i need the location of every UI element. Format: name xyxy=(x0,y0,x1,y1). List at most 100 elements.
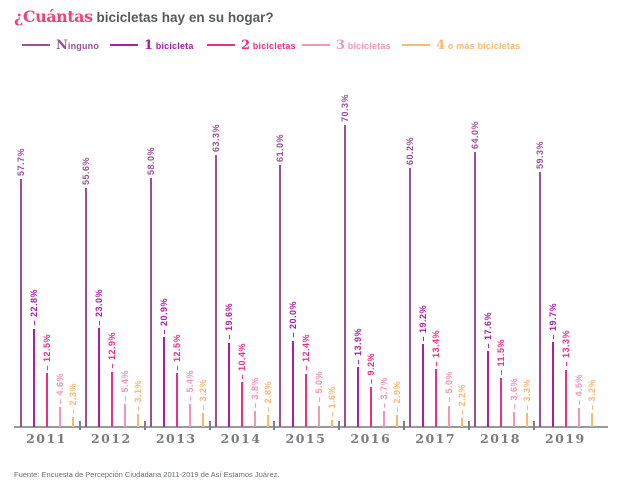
stem-2016-3 bicicletas xyxy=(383,411,386,427)
x-axis-label-2015: 2015 xyxy=(285,431,327,446)
legend-line-icon xyxy=(207,44,235,46)
stem-2015-4 o más bicicletas xyxy=(331,420,334,427)
axis-tick xyxy=(208,421,211,430)
value-label-2011-Ninguno: 57.7% xyxy=(16,147,26,176)
value-label-2018-1 bicicleta: – 17.6% xyxy=(483,311,494,349)
value-label-2018-Ninguno: 64.0% xyxy=(470,120,481,149)
axis-tick xyxy=(338,421,341,430)
x-axis-line xyxy=(14,426,608,428)
value-label-2014-3 bicicletas: – 3.8% xyxy=(249,376,260,408)
value-label-2016-2 bicicletas: – 9.2% xyxy=(366,353,377,385)
value-label-2019-3 bicicletas: – 4.5% xyxy=(573,373,584,405)
stem-2014-3 bicicletas xyxy=(253,410,256,427)
stem-2012-Ninguno xyxy=(84,187,87,427)
axis-tick xyxy=(273,421,276,430)
value-label-2016-3 bicicletas: – 3.7% xyxy=(379,377,390,409)
value-label-2013-1 bicicleta: – 20.9% xyxy=(158,297,169,335)
value-label-2012-3 bicicletas: – 5.4% xyxy=(119,369,130,401)
value-label-2012-4 o más bicicletas: – 3.1% xyxy=(132,379,143,411)
stem-2012-3 bicicletas xyxy=(123,403,126,427)
legend-item-1-bicicleta: 1 bicicleta xyxy=(110,36,194,54)
value-label-2018-4 o más bicicletas: – 3.3% xyxy=(522,378,533,410)
axis-tick xyxy=(78,421,81,430)
value-label-2015-3 bicicletas: – 5.0% xyxy=(314,371,325,403)
stem-2011-Ninguno xyxy=(20,178,22,427)
value-label-2019-4 o más bicicletas: – 3.2% xyxy=(586,379,597,411)
value-label-2012-2 bicicletas: – 12.9% xyxy=(106,332,117,369)
stem-2016-Ninguno xyxy=(344,124,347,427)
legend-label: 1 bicicleta xyxy=(144,38,194,53)
legend-label: 3 bicicletas xyxy=(336,38,391,53)
axis-tick xyxy=(403,421,406,430)
legend: Ninguno 1 bicicleta 2 bicicletas 3 bicic… xyxy=(0,36,617,56)
value-label-2017-4 o más bicicletas: – 2.2% xyxy=(457,383,468,415)
axis-tick xyxy=(532,421,535,430)
stem-2015-2 bicicletas xyxy=(305,373,308,427)
title-rest: bicicletas hay en su hogar? xyxy=(96,10,274,25)
stem-2014-Ninguno xyxy=(214,154,217,427)
stem-2011-1 bicicleta xyxy=(33,328,35,427)
x-axis-label-2013: 2013 xyxy=(155,431,197,446)
stem-2013-3 bicicletas xyxy=(188,403,191,427)
value-label-2017-1 bicicleta: – 19.2% xyxy=(418,304,429,342)
title-accent: ¿Cuántas xyxy=(14,7,93,26)
stem-2015-Ninguno xyxy=(279,164,282,427)
page-title: ¿Cuántas bicicletas hay en su hogar? xyxy=(14,7,274,27)
stem-2016-4 o más bicicletas xyxy=(396,414,399,427)
value-label-2018-3 bicicletas: – 3.6% xyxy=(509,377,520,409)
stem-2017-2 bicicletas xyxy=(435,369,438,427)
stem-2019-4 o más bicicletas xyxy=(590,413,593,427)
value-label-2017-Ninguno: 60.2% xyxy=(405,137,416,166)
legend-line-icon xyxy=(22,44,50,46)
stem-2016-2 bicicletas xyxy=(370,387,373,427)
legend-label: Ninguno xyxy=(56,38,100,53)
value-label-2012-Ninguno: 55.6% xyxy=(80,156,91,185)
stem-2012-4 o más bicicletas xyxy=(136,413,139,427)
legend-label: 2 bicicletas xyxy=(241,38,296,53)
stem-2019-1 bicicleta xyxy=(551,342,554,427)
legend-line-icon xyxy=(302,44,330,46)
value-label-2015-2 bicicletas: – 12.4% xyxy=(301,334,312,371)
value-label-2016-Ninguno: 70.3% xyxy=(340,93,351,122)
value-label-2019-Ninguno: 59.3% xyxy=(534,140,545,170)
legend-item-2-bicicletas: 2 bicicletas xyxy=(207,36,296,54)
stem-2019-Ninguno xyxy=(538,172,541,427)
stem-2014-4 o más bicicletas xyxy=(266,414,269,427)
stem-2012-1 bicicleta xyxy=(97,328,100,427)
value-label-2011-3 bicicletas: – 4.6% xyxy=(55,373,65,405)
value-label-2012-1 bicicleta: – 23.0% xyxy=(93,288,104,326)
value-label-2019-1 bicicleta: – 19.7% xyxy=(547,302,558,340)
x-axis-label-2014: 2014 xyxy=(220,431,262,446)
stem-2013-2 bicicletas xyxy=(175,373,178,427)
value-label-2018-2 bicicletas: – 11.5% xyxy=(496,338,507,375)
legend-line-icon xyxy=(110,44,138,46)
value-label-2013-Ninguno: 58.0% xyxy=(145,146,156,175)
stem-2015-1 bicicleta xyxy=(292,341,295,427)
value-label-2014-4 o más bicicletas: – 2.8% xyxy=(262,380,273,412)
value-label-2017-3 bicicletas: – 5.0% xyxy=(444,371,455,403)
x-axis-label-2018: 2018 xyxy=(480,431,521,446)
stem-2018-Ninguno xyxy=(474,151,477,427)
value-label-2011-2 bicicletas: – 12.5% xyxy=(42,333,52,371)
value-label-2019-2 bicicletas: – 13.3% xyxy=(560,330,571,367)
axis-tick xyxy=(143,421,146,430)
stem-2014-2 bicicletas xyxy=(240,382,243,427)
stem-2015-3 bicicletas xyxy=(318,405,321,427)
stem-2018-3 bicicletas xyxy=(513,411,516,427)
value-label-2014-1 bicicleta: – 19.6% xyxy=(223,303,234,340)
stem-2016-1 bicicleta xyxy=(357,367,360,427)
stem-2011-3 bicicletas xyxy=(59,407,61,427)
value-label-2015-4 o más bicicletas: – 1.6% xyxy=(327,386,338,418)
stem-2013-1 bicicleta xyxy=(162,337,165,427)
stem-2013-4 o más bicicletas xyxy=(201,413,204,427)
value-label-2014-2 bicicletas: – 10.4% xyxy=(236,342,247,380)
stem-2018-1 bicicleta xyxy=(487,351,490,427)
value-label-2011-4 o más bicicletas: – 2.3% xyxy=(68,383,78,415)
stem-2017-Ninguno xyxy=(409,168,412,427)
legend-item-3-bicicletas: 3 bicicletas xyxy=(302,36,391,54)
stem-2018-4 o más bicicletas xyxy=(526,412,529,427)
plot-area: 57.7% 55.6% 58.0% 63.3% 61.0% 70.3% 60.2% 64.0%… xyxy=(14,60,610,446)
value-label-2015-1 bicicleta: – 20.0% xyxy=(288,301,299,338)
stem-2017-1 bicicleta xyxy=(422,344,425,427)
